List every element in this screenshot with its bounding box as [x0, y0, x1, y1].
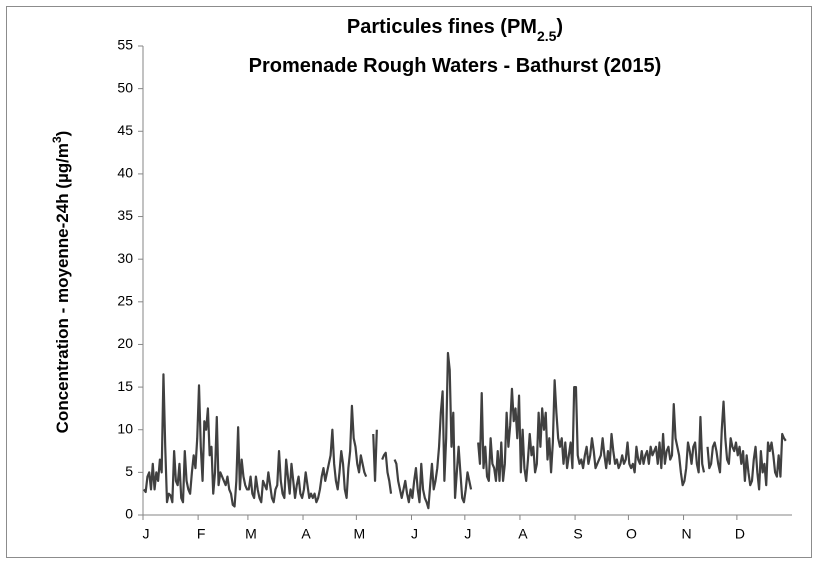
x-tick-label: J: [464, 526, 471, 542]
x-tick-label: J: [143, 526, 150, 542]
chart-title: Particules fines (PM2.5): [347, 16, 563, 44]
x-tick-label: F: [197, 526, 206, 542]
x-tick-label: A: [518, 526, 528, 542]
chart-frame: [6, 6, 812, 558]
y-axis-label: Concentration - moyenne-24h (µg/m3): [50, 131, 72, 434]
x-tick-label: D: [735, 526, 745, 542]
chart-subtitle: Promenade Rough Waters - Bathurst (2015): [249, 55, 662, 77]
x-tick-label: M: [354, 526, 366, 542]
y-tick-label: 55: [117, 37, 133, 53]
y-tick-label: 10: [117, 420, 133, 436]
x-tick-label: S: [573, 526, 582, 542]
y-tick-label: 30: [117, 250, 133, 266]
y-label-text: Concentration - moyenne-24h (µg/m: [53, 143, 72, 433]
y-tick-label: 0: [125, 506, 133, 522]
x-tick-label: A: [301, 526, 311, 542]
x-tick-label: M: [245, 526, 257, 542]
y-label-text: ): [53, 131, 72, 137]
subtitle-text: Promenade Rough Waters - Bathurst (2015): [249, 55, 662, 77]
x-tick-label: J: [411, 526, 418, 542]
y-tick-label: 15: [117, 378, 133, 394]
title-text: ): [556, 16, 563, 38]
data-line: [142, 351, 787, 510]
y-tick-label: 35: [117, 207, 133, 223]
x-tick-label: N: [681, 526, 691, 542]
title-text: Particules fines (PM: [347, 16, 537, 38]
y-label-superscript: 3: [50, 136, 64, 143]
y-tick-label: 25: [117, 293, 133, 309]
y-tick-label: 20: [117, 335, 133, 351]
x-tick-label: O: [626, 526, 637, 542]
y-tick-label: 50: [117, 79, 133, 95]
y-tick-label: 45: [117, 122, 133, 138]
y-tick-label: 5: [125, 463, 133, 479]
title-subscript: 2.5: [537, 28, 557, 44]
y-tick-label: 40: [117, 165, 133, 181]
